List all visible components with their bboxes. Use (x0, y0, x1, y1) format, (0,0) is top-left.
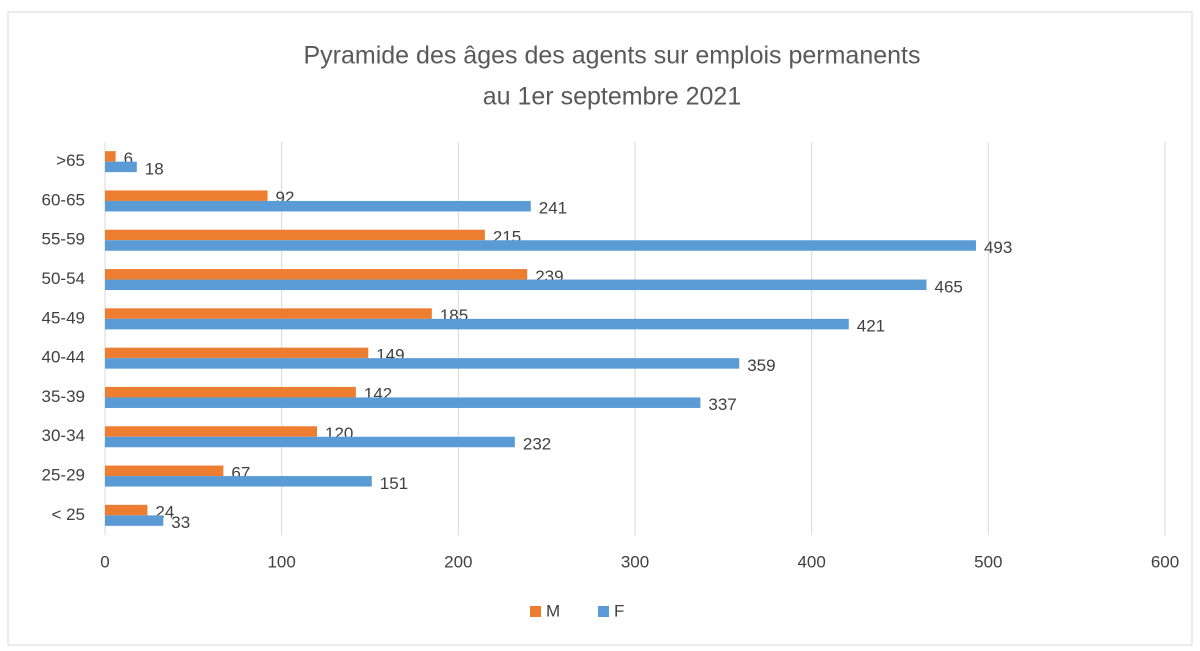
bar (105, 504, 148, 516)
y-tick-label: 45-49 (42, 308, 85, 327)
data-label: 241 (539, 199, 567, 218)
y-tick-label: 35-39 (42, 387, 85, 406)
chart-title: au 1er septembre 2021 (483, 83, 742, 111)
x-tick-label: 0 (100, 552, 109, 571)
legend-label: M (546, 601, 560, 620)
bar (105, 515, 164, 526)
y-tick-label: 60-65 (42, 190, 85, 209)
data-label: 337 (708, 395, 736, 414)
bar (105, 476, 372, 487)
bar (105, 269, 528, 280)
chart-title: Pyramide des âges des agents sur emplois… (304, 42, 921, 70)
bar (105, 436, 515, 448)
x-tick-label: 600 (1151, 552, 1179, 571)
x-tick-label: 400 (797, 552, 825, 571)
x-tick-label: 300 (621, 552, 649, 571)
bar (105, 279, 927, 291)
bar (105, 190, 268, 201)
y-tick-label: 30-34 (42, 426, 85, 445)
y-tick-label: 55-59 (42, 230, 85, 249)
legend-label: F (614, 601, 624, 620)
bar (105, 465, 224, 477)
legend-swatch (530, 606, 541, 617)
y-tick-label: 40-44 (42, 348, 85, 367)
bar (105, 386, 356, 398)
data-label: 421 (857, 317, 885, 336)
legend-swatch (598, 606, 609, 617)
bar (105, 229, 485, 241)
x-tick-label: 100 (267, 552, 295, 571)
bar (105, 347, 369, 359)
data-label: 359 (747, 356, 775, 375)
x-tick-label: 500 (974, 552, 1002, 571)
bar (105, 240, 976, 251)
y-tick-label: < 25 (51, 505, 85, 524)
x-tick-label: 200 (444, 552, 472, 571)
bar (105, 200, 531, 212)
data-label: 6 (124, 149, 133, 168)
data-label: 18 (145, 159, 164, 178)
bar (105, 358, 740, 369)
bar (105, 397, 701, 408)
data-label: 493 (984, 238, 1012, 257)
bar (105, 318, 849, 330)
bar (105, 151, 116, 162)
bar (105, 426, 317, 437)
bar (105, 308, 432, 319)
data-label: 465 (935, 277, 963, 296)
y-tick-label: 50-54 (42, 269, 85, 288)
data-label: 151 (380, 474, 408, 493)
y-tick-label: >65 (56, 151, 85, 170)
data-label: 232 (523, 434, 551, 453)
y-tick-label: 25-29 (42, 466, 85, 485)
data-label: 33 (171, 513, 190, 532)
bar (105, 161, 137, 173)
